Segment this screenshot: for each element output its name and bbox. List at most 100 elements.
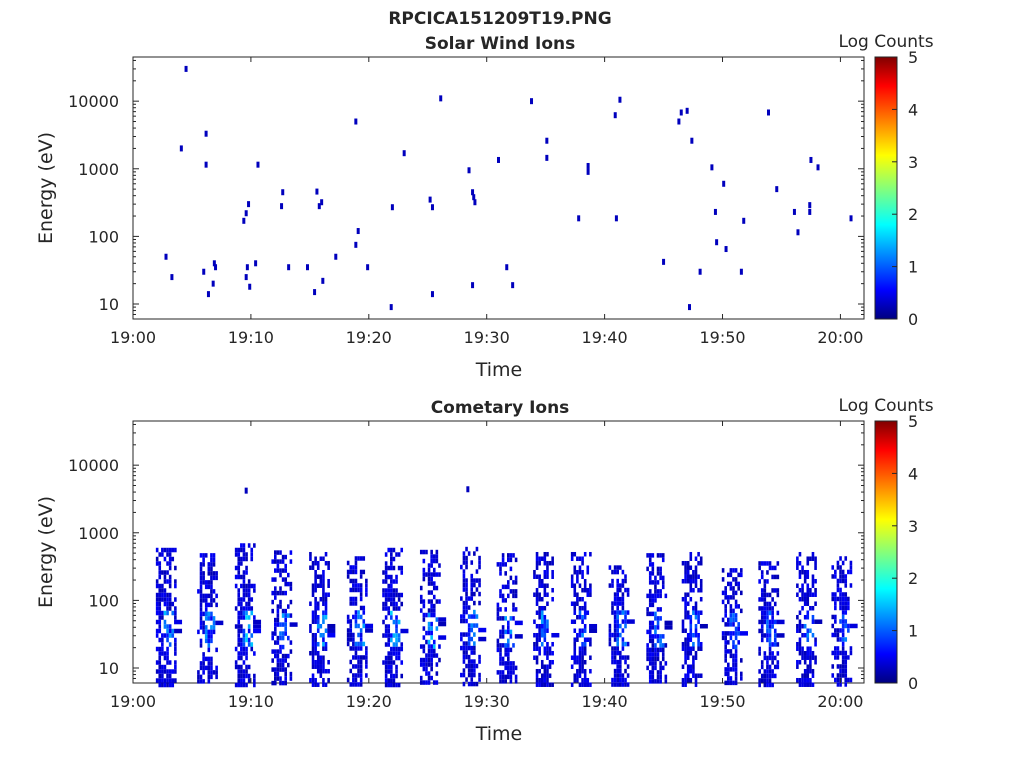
data-cell xyxy=(202,593,205,599)
data-cell xyxy=(538,623,541,629)
data-cell xyxy=(397,646,401,652)
data-cell xyxy=(432,612,436,618)
data-cell xyxy=(274,586,277,591)
data-cell xyxy=(357,659,360,665)
data-cell xyxy=(533,619,536,624)
data-cell xyxy=(506,652,510,657)
data-cell xyxy=(514,674,518,680)
data-cell xyxy=(816,164,820,171)
data-cell xyxy=(392,556,396,562)
data-cell xyxy=(844,668,848,674)
data-cell xyxy=(202,670,205,675)
data-cell xyxy=(839,637,842,642)
data-cell xyxy=(729,676,733,681)
data-cell xyxy=(279,635,282,641)
data-cell xyxy=(467,605,471,610)
data-cell xyxy=(831,650,835,656)
data-cell xyxy=(546,655,549,660)
colorbar-tick-label: 0 xyxy=(908,674,918,693)
data-cell xyxy=(801,623,804,629)
data-cell xyxy=(739,676,743,681)
data-cell xyxy=(174,579,177,584)
data-cell xyxy=(798,623,802,629)
data-cell xyxy=(806,574,810,579)
data-cell xyxy=(215,620,224,626)
data-cell xyxy=(210,611,213,617)
data-cell xyxy=(844,592,848,597)
data-cell xyxy=(352,646,355,651)
data-cell xyxy=(646,611,649,617)
data-cell xyxy=(247,624,251,629)
data-cell xyxy=(357,583,360,588)
data-cell xyxy=(589,637,592,642)
data-cell xyxy=(546,601,549,606)
data-cell xyxy=(684,637,687,642)
data-cell xyxy=(427,639,431,645)
data-cell xyxy=(573,551,577,557)
data-cell xyxy=(210,593,213,599)
data-cell xyxy=(427,608,431,613)
data-cell xyxy=(689,664,693,669)
data-cell xyxy=(583,578,587,584)
data-cell xyxy=(279,644,282,650)
data-cell xyxy=(204,656,208,662)
data-cell xyxy=(425,630,428,636)
data-cell xyxy=(586,569,590,575)
data-cell xyxy=(796,659,799,665)
data-cell xyxy=(349,601,353,606)
data-cell xyxy=(514,679,518,684)
data-cell xyxy=(734,658,738,663)
data-cell xyxy=(210,553,213,558)
data-cell xyxy=(689,668,693,674)
data-cell xyxy=(839,650,842,656)
data-cell xyxy=(242,556,246,562)
data-cell xyxy=(681,578,685,584)
data-cell xyxy=(432,680,436,685)
x-axis-label-solar-wind: Time xyxy=(475,359,523,381)
data-cell xyxy=(581,605,584,611)
data-cell xyxy=(758,619,761,625)
data-cell xyxy=(763,669,767,674)
data-cell xyxy=(499,647,502,653)
data-cell xyxy=(581,596,584,602)
data-cell xyxy=(766,615,769,620)
data-cell xyxy=(540,556,544,561)
data-cell xyxy=(760,637,764,643)
data-cell xyxy=(462,641,466,646)
data-cell xyxy=(470,668,474,673)
data-cell xyxy=(166,651,169,656)
data-cell xyxy=(698,268,702,275)
data-cell xyxy=(809,587,812,593)
data-cell xyxy=(314,682,317,687)
data-cell xyxy=(462,600,466,606)
data-cell xyxy=(573,587,577,593)
data-cell xyxy=(697,587,700,593)
data-cell xyxy=(831,632,835,638)
data-cell xyxy=(467,645,471,651)
data-cell xyxy=(475,614,479,619)
data-cell xyxy=(171,547,175,553)
data-cell xyxy=(651,625,655,630)
data-cell xyxy=(392,646,396,652)
data-cell xyxy=(621,596,625,602)
data-cell xyxy=(796,623,799,629)
y-tick-label: 1000 xyxy=(78,160,119,179)
data-cell xyxy=(648,611,652,617)
data-cell xyxy=(462,609,466,615)
data-cell xyxy=(384,570,388,575)
data-cell xyxy=(831,623,835,629)
data-cell xyxy=(287,635,290,641)
data-cell xyxy=(836,587,840,593)
data-cell xyxy=(737,631,740,636)
data-cell xyxy=(844,601,848,606)
data-cell xyxy=(581,614,584,620)
data-cell xyxy=(540,682,544,687)
data-cell xyxy=(430,576,433,582)
data-cell xyxy=(538,583,541,588)
data-cell xyxy=(766,660,769,665)
data-cell xyxy=(551,641,554,647)
data-cell xyxy=(199,589,203,594)
data-cell xyxy=(621,641,625,647)
data-cell xyxy=(504,665,507,671)
x-tick-label: 19:40 xyxy=(582,328,628,347)
